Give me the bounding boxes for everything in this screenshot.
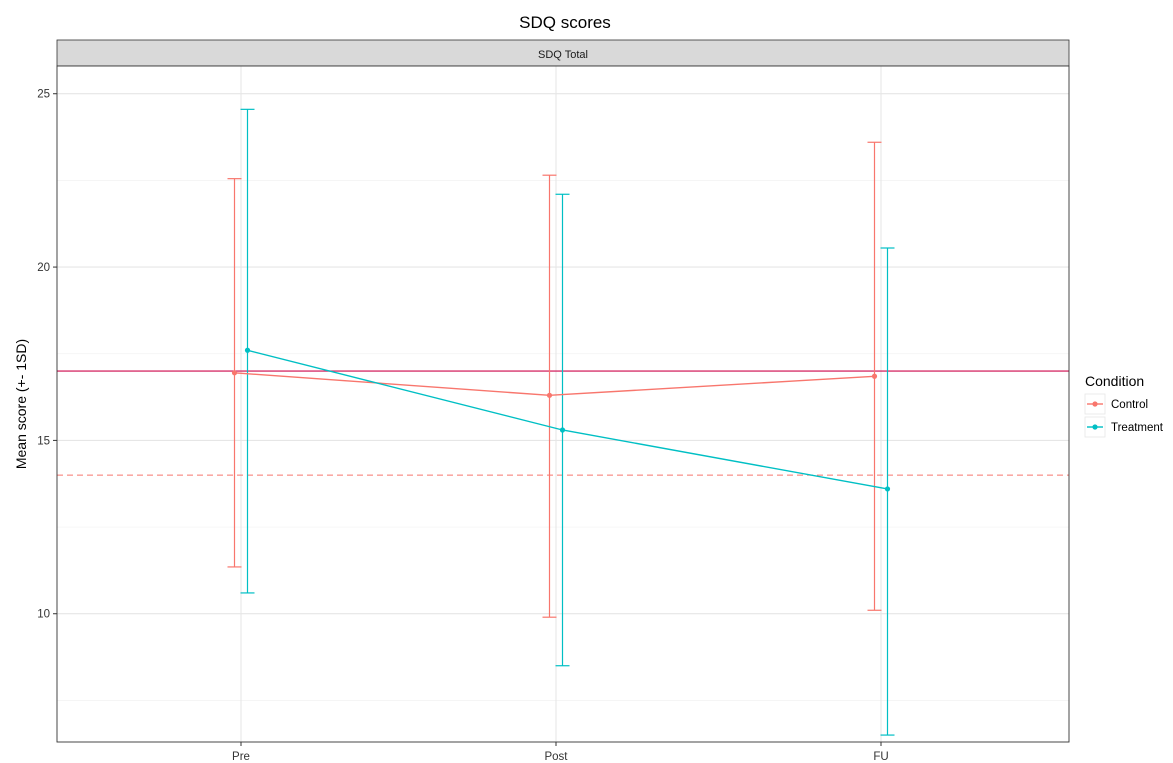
- x-tick-label: Pre: [232, 751, 250, 763]
- y-tick-label: 20: [37, 262, 50, 274]
- series-points: [231, 347, 891, 492]
- legend-item-control: Control: [1084, 393, 1148, 415]
- error-bar-treatment: [880, 247, 895, 736]
- y-tick-label: 15: [37, 435, 50, 447]
- data-point-control: [231, 370, 238, 376]
- facet-strip: [56, 39, 1070, 67]
- data-point-control: [871, 373, 878, 379]
- y-tick-label: 10: [37, 609, 50, 621]
- legend-title: Condition: [1085, 373, 1144, 389]
- legend-key-point: [1092, 401, 1098, 407]
- data-point-treatment: [559, 427, 566, 433]
- y-tick-label: 25: [37, 89, 50, 101]
- legend-key-point: [1092, 424, 1098, 430]
- x-tick-label: Post: [544, 751, 568, 763]
- chart-title: SDQ scores: [519, 13, 611, 32]
- facet-strip-label: SDQ Total: [538, 49, 588, 61]
- data-point-control: [546, 392, 553, 398]
- x-axis: Pre Post FU: [232, 742, 889, 763]
- legend: Condition Control Treatment: [1084, 373, 1164, 438]
- data-point-treatment: [884, 486, 891, 492]
- plot-panel-border: [56, 65, 1070, 743]
- data-point-treatment: [244, 347, 251, 353]
- x-tick-label: FU: [873, 751, 888, 763]
- legend-label-treatment: Treatment: [1111, 422, 1164, 434]
- legend-label-control: Control: [1111, 399, 1148, 411]
- y-axis-title: Mean score (+- 1SD): [13, 339, 29, 469]
- legend-item-treatment: Treatment: [1084, 416, 1164, 438]
- y-axis: 10 15 20 25: [37, 89, 57, 621]
